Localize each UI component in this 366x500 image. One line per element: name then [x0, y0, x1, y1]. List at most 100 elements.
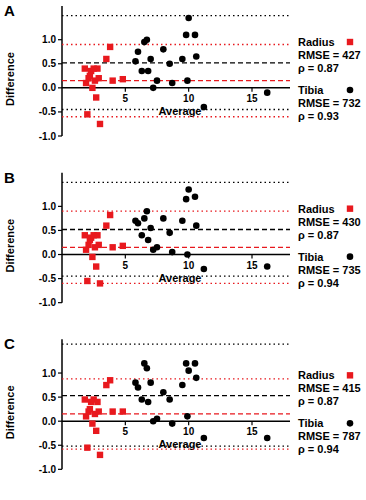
data-point — [93, 94, 99, 100]
data-point — [185, 186, 192, 193]
x-tick — [188, 421, 189, 425]
data-point — [184, 77, 191, 84]
annotation: RMSE = 415 — [298, 382, 361, 394]
annotation: ρ = 0.87 — [298, 62, 339, 74]
data-point — [264, 435, 271, 442]
data-point — [166, 60, 173, 67]
x-tick — [125, 88, 126, 92]
y-tick-label: 0.0 — [42, 249, 56, 260]
limit-of-agreement-line — [62, 448, 290, 449]
y-tick — [58, 206, 62, 207]
panel-label: B — [4, 169, 15, 186]
limit-of-agreement-line — [62, 283, 290, 284]
data-point — [107, 212, 113, 218]
data-point — [144, 36, 151, 43]
annotation: ρ = 0.94 — [298, 277, 340, 289]
limit-of-agreement-line — [62, 211, 290, 212]
x-tick — [251, 88, 252, 92]
data-point — [135, 220, 142, 227]
legend-label: Tibia — [298, 251, 324, 263]
data-point — [89, 420, 95, 426]
plot-area — [62, 344, 290, 458]
x-axis-label: Average — [158, 272, 201, 284]
data-point — [109, 244, 115, 250]
data-point — [84, 278, 90, 284]
data-point — [183, 32, 190, 39]
limit-of-agreement-line — [62, 15, 290, 16]
y-tick-label: 0.0 — [42, 82, 56, 93]
annotation: RMSE = 732 — [298, 97, 361, 109]
data-point — [96, 75, 102, 81]
data-point — [185, 367, 192, 374]
data-point — [93, 428, 99, 434]
data-point — [169, 80, 176, 87]
data-point — [120, 243, 126, 249]
y-tick-label: 1.0 — [42, 34, 56, 45]
data-point — [160, 46, 167, 53]
data-point — [144, 365, 151, 372]
y-tick — [58, 302, 62, 303]
y-tick — [58, 230, 62, 231]
data-point — [94, 65, 100, 71]
limit-of-agreement-line — [62, 446, 290, 447]
data-point — [145, 68, 152, 75]
data-point — [144, 208, 151, 215]
y-tick — [58, 421, 62, 422]
annotation: ρ = 0.93 — [298, 110, 339, 122]
y-tick-label: -1.0 — [39, 131, 57, 142]
limit-of-agreement-line — [62, 378, 290, 379]
y-tick-label: 1.0 — [42, 368, 56, 379]
y-tick-label: -1.0 — [39, 297, 57, 308]
y-tick-label: -0.5 — [39, 273, 57, 284]
x-tick-label: 10 — [183, 93, 195, 104]
data-point — [179, 56, 186, 63]
data-point — [160, 215, 167, 222]
data-point — [82, 396, 88, 402]
data-point — [120, 76, 126, 82]
x-axis-line — [62, 420, 290, 422]
data-point — [179, 382, 186, 389]
data-point — [97, 280, 103, 286]
legend-marker — [347, 372, 353, 378]
limit-of-agreement-line — [62, 182, 290, 183]
legend-label: Tibia — [298, 417, 324, 429]
panel-label: A — [4, 2, 15, 19]
y-axis-label: Difference — [4, 52, 16, 106]
x-tick-label: 15 — [246, 93, 258, 104]
x-axis-label: Average — [158, 438, 201, 450]
annotation: ρ = 0.87 — [298, 229, 339, 241]
data-point — [139, 68, 146, 75]
data-point — [141, 215, 148, 222]
y-tick-label: -0.5 — [39, 106, 57, 117]
plot-area — [62, 182, 290, 286]
y-tick-label: 0.5 — [42, 225, 56, 236]
y-tick — [58, 278, 62, 279]
data-point — [139, 396, 146, 403]
data-point — [166, 230, 173, 237]
data-point — [201, 266, 208, 273]
legend-marker — [347, 253, 354, 260]
data-point — [139, 232, 146, 239]
x-tick — [188, 88, 189, 92]
data-point — [160, 389, 167, 396]
y-axis-label: Difference — [4, 385, 16, 439]
y-tick — [58, 87, 62, 88]
data-point — [184, 413, 191, 420]
x-tick-label: 5 — [123, 93, 129, 104]
data-point — [193, 53, 200, 60]
data-point — [193, 375, 200, 382]
y-tick — [58, 397, 62, 398]
panel: ADifference-1.0-0.50.00.51.051015Average… — [4, 2, 361, 142]
data-point — [94, 232, 100, 238]
annotation: RMSE = 735 — [298, 264, 361, 276]
y-tick-label: 0.0 — [42, 416, 56, 427]
data-point — [150, 85, 157, 92]
x-tick — [251, 421, 252, 425]
y-tick — [58, 111, 62, 112]
annotation: ρ = 0.94 — [298, 443, 340, 455]
data-point — [147, 225, 154, 232]
y-tick — [58, 39, 62, 40]
data-point — [192, 193, 199, 200]
data-point — [135, 48, 142, 55]
legend-marker — [347, 39, 353, 45]
